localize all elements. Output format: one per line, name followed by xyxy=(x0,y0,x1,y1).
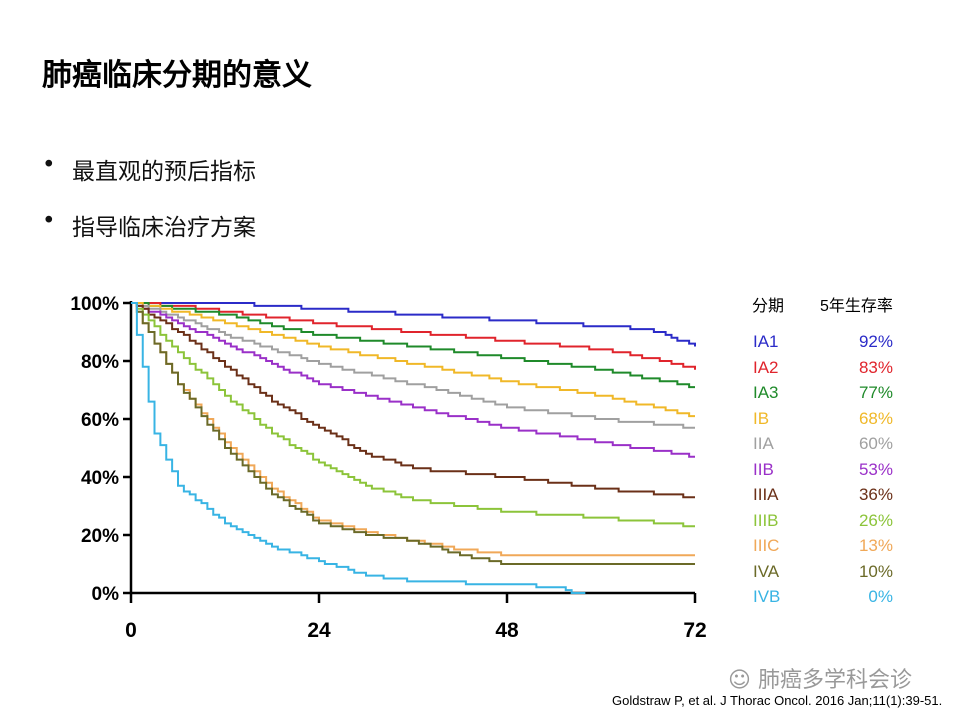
legend-item-iib: IIB 53% xyxy=(740,460,893,486)
survival-curve-ia1 xyxy=(131,302,696,347)
legend-header-rate: 5年生存率 xyxy=(820,298,893,315)
legend-rate: 10% xyxy=(858,561,893,581)
legend-item-ia2: IA2 83% xyxy=(740,358,893,384)
y-tick-label: 60% xyxy=(81,410,119,431)
legend-stage: IIIB xyxy=(753,510,779,530)
legend-stage: IIB xyxy=(753,459,774,479)
legend-rate: 83% xyxy=(858,357,893,377)
survival-curve-iva xyxy=(131,302,695,565)
legend-header: 分期 5年生存率 xyxy=(740,292,893,316)
legend-item-ib: IB 68% xyxy=(740,409,893,435)
legend-stage: IIA xyxy=(753,434,774,453)
legend-item-iiia: IIIA 36% xyxy=(740,485,893,511)
survival-curve-ia3 xyxy=(131,302,695,389)
bullet-text: 指导临床治疗方案 xyxy=(72,215,256,241)
legend-item-ivb: IVB 0% xyxy=(740,587,893,613)
bullet-text: 最直观的预后指标 xyxy=(72,159,256,185)
y-tick-label: 40% xyxy=(81,468,119,489)
survival-curve-iib xyxy=(131,302,695,458)
x-tick-label: 72 xyxy=(683,619,706,642)
bullet-item: • 指导临床治疗方案 xyxy=(42,208,256,264)
legend-stage: IB xyxy=(753,408,770,428)
citation: Goldstraw P, et al. J Thorac Oncol. 2016… xyxy=(612,693,943,708)
x-tick-label: 0 xyxy=(125,619,137,642)
y-tick-label: 0% xyxy=(92,584,120,605)
slide-title: 肺癌临床分期的意义 xyxy=(42,58,312,93)
bullet-list: • 最直观的预后指标 • 指导临床治疗方案 xyxy=(42,152,256,264)
legend-stage: IA3 xyxy=(753,383,779,402)
bullet-item: • 最直观的预后指标 xyxy=(42,152,256,208)
bullet-dot: • xyxy=(42,152,56,178)
chart-legend: 分期 5年生存率 IA1 92% IA2 83% IA3 77% IB 68% IIA 60% II… xyxy=(740,292,893,613)
y-tick-label: 80% xyxy=(81,352,119,373)
legend-rate: 60% xyxy=(858,434,893,453)
y-tick-label: 100% xyxy=(70,294,119,315)
watermark-text: 肺癌多学科会诊 xyxy=(757,668,912,693)
wechat-icon: ☺ xyxy=(728,668,751,693)
legend-item-iiic: IIIC 13% xyxy=(740,536,893,562)
y-tick-label: 20% xyxy=(81,526,119,547)
legend-rate: 92% xyxy=(858,332,893,351)
legend-rate: 26% xyxy=(858,510,893,530)
x-tick-label: 48 xyxy=(495,619,519,642)
legend-stage: IVB xyxy=(753,587,781,606)
legend-stage: IA1 xyxy=(753,332,779,351)
survival-curve-ia2 xyxy=(131,302,696,370)
legend-item-ia3: IA3 77% xyxy=(740,383,893,409)
survival-curve-iiib xyxy=(131,302,695,528)
survival-curve-iia xyxy=(131,302,695,429)
survival-curve-ivb xyxy=(131,302,586,594)
legend-item-ia1: IA1 92% xyxy=(740,332,893,358)
x-tick-label: 24 xyxy=(307,619,331,642)
legend-stage: IIIC xyxy=(753,536,780,555)
survival-curve-iiia xyxy=(131,302,695,499)
survival-curve-ib xyxy=(131,302,695,418)
legend-stage: IA2 xyxy=(753,357,779,377)
legend-rate: 36% xyxy=(858,485,893,504)
legend-item-iiib: IIIB 26% xyxy=(740,511,893,537)
legend-rate: 53% xyxy=(858,459,893,479)
legend-rate: 13% xyxy=(858,536,893,555)
legend-rate: 77% xyxy=(858,383,893,402)
bullet-dot: • xyxy=(42,208,56,234)
legend-item-iia: IIA 60% xyxy=(740,434,893,460)
legend-stage: IIIA xyxy=(753,485,779,504)
legend-stage: IVA xyxy=(753,561,780,581)
legend-rate: 0% xyxy=(868,587,893,606)
legend-item-iva: IVA 10% xyxy=(740,562,893,588)
legend-header-stage: 分期 xyxy=(752,298,785,315)
legend-rate: 68% xyxy=(858,408,893,428)
watermark: ☺ 肺癌多学科会诊 xyxy=(728,662,912,694)
